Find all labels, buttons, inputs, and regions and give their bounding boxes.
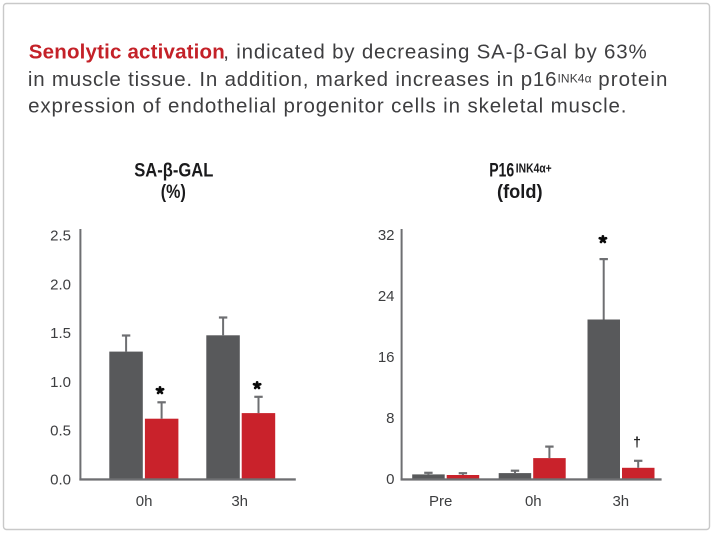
svg-text:INK4α: INK4α (558, 71, 592, 85)
svg-text:2.5: 2.5 (50, 228, 71, 245)
svg-text:3h: 3h (612, 493, 629, 510)
svg-text:1.0: 1.0 (50, 374, 71, 391)
svg-text:24: 24 (378, 288, 395, 305)
svg-text:32: 32 (378, 227, 395, 244)
svg-text:0h: 0h (136, 493, 153, 510)
svg-text:Senolytic activation: Senolytic activation (29, 41, 225, 64)
svg-text:2.0: 2.0 (50, 276, 71, 293)
svg-text:0: 0 (386, 471, 394, 488)
svg-text:, indicated by decreasing SA-β: , indicated by decreasing SA-β-Gal by 63… (223, 41, 646, 64)
svg-text:0.5: 0.5 (50, 423, 71, 440)
svg-text:16: 16 (378, 349, 395, 366)
svg-text:P16: P16 (489, 160, 514, 182)
svg-text:(fold): (fold) (497, 181, 543, 203)
svg-text:†: † (633, 433, 641, 449)
svg-text:1.5: 1.5 (50, 325, 71, 342)
svg-text:INK4α+: INK4α+ (516, 161, 552, 176)
svg-text:8: 8 (386, 410, 394, 427)
svg-text:SA-β-GAL: SA-β-GAL (134, 160, 213, 182)
svg-text:expression of endothelial prog: expression of endothelial progenitor cel… (28, 95, 626, 118)
svg-text:(%): (%) (161, 181, 186, 203)
svg-text:0h: 0h (525, 493, 542, 510)
svg-text:0.0: 0.0 (50, 472, 71, 489)
svg-text:3h: 3h (231, 493, 248, 510)
svg-text:protein: protein (598, 68, 667, 91)
svg-text:Pre: Pre (429, 493, 452, 510)
svg-text:in muscle tissue. In addition,: in muscle tissue. In addition, marked in… (28, 68, 557, 91)
